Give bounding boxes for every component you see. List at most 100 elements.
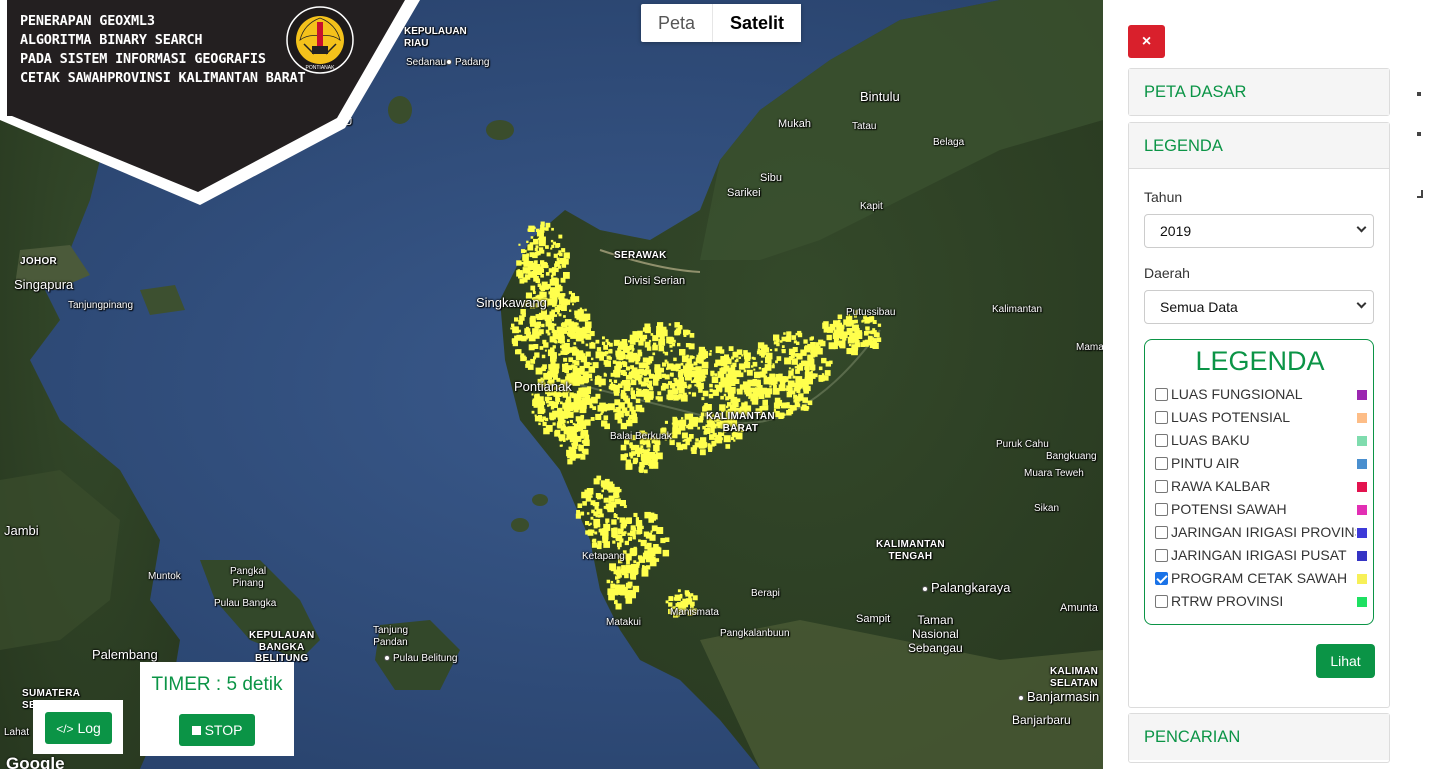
tahun-select-value: 2019	[1160, 223, 1192, 239]
fullscreen-icon[interactable]	[1417, 190, 1423, 198]
legend-checkbox[interactable]	[1155, 434, 1168, 447]
place-palangkaraya: Palangkaraya	[922, 580, 1011, 596]
place-manismata: Manismata	[670, 607, 719, 618]
place-kalimantan-tengah: KALIMANTAN TENGAH	[876, 539, 945, 562]
title-line-4: CETAK SAWAHPROVINSI KALIMANTAN BARAT	[20, 70, 306, 86]
place-pangkal-pinang: Pangkal Pinang	[230, 566, 267, 589]
legend-color-swatch	[1357, 574, 1367, 584]
place-muntok: Muntok	[148, 571, 181, 582]
legend-color-swatch	[1357, 505, 1367, 515]
legend-title: LEGENDA	[1195, 346, 1325, 376]
place-matakui: Matakui	[606, 617, 642, 628]
place-singapura: Singapura	[14, 277, 74, 292]
place-palembang: Palembang	[92, 647, 158, 662]
timer-text: TIMER : 5 detik	[151, 674, 283, 695]
accordion-header-pencarian[interactable]: PENCARIAN	[1129, 714, 1389, 760]
legend-item: PROGRAM CETAK SAWAH	[1155, 570, 1370, 593]
legend-checkbox[interactable]	[1155, 411, 1168, 424]
legend-item: JARINGAN IRIGASI PROVINSI	[1155, 524, 1370, 547]
daerah-label: Daerah	[1144, 265, 1190, 281]
daerah-select[interactable]: Semua Data	[1144, 290, 1374, 324]
stop-square-icon	[191, 726, 201, 735]
map-controls-strip	[1415, 0, 1437, 769]
place-bintulu: Bintulu	[860, 89, 900, 104]
place-sikan: Sikan	[1034, 503, 1060, 514]
title-line-2: ALGORITMA BINARY SEARCH	[20, 32, 203, 48]
place-mukah: Mukah	[778, 118, 812, 130]
lihat-button[interactable]: Lihat	[1316, 644, 1375, 678]
timer-panel: TIMER : 5 detik STOP	[140, 662, 294, 756]
place-kapit: Kapit	[860, 201, 883, 212]
place-sarikei: Sarikei	[727, 187, 761, 199]
legend-item-label: LUAS POTENSIAL	[1171, 409, 1291, 425]
place-amuntai: Amunta	[1060, 602, 1098, 614]
zoom-control-icon[interactable]	[1417, 92, 1421, 96]
title-line-3: PADA SISTEM INFORMASI GEOGRAFIS	[20, 51, 266, 67]
legend-item-label: JARINGAN IRIGASI PROVINSI	[1171, 524, 1356, 540]
place-kepulauan-riau: KEPULAUAN RIAU	[404, 26, 467, 49]
place-tatau: Tatau	[852, 121, 877, 132]
log-panel: </> Log	[33, 700, 123, 754]
accordion-header-legenda[interactable]: LEGENDA	[1129, 123, 1389, 169]
close-panel-button[interactable]: ×	[1128, 25, 1165, 58]
place-putussibau: Putussibau	[846, 307, 896, 318]
legend-checkbox[interactable]	[1155, 503, 1168, 516]
legend-checkbox[interactable]	[1155, 526, 1168, 539]
google-logo[interactable]: Google	[6, 754, 65, 769]
place-pulau-belitung: Pulau Belitung	[384, 653, 458, 665]
place-kalimantan: Kalimantan	[992, 304, 1043, 315]
legend-checkbox[interactable]	[1155, 572, 1168, 585]
legend-item: JARINGAN IRIGASI PUSAT	[1155, 547, 1370, 570]
legend-item-label: POTENSI SAWAH	[1171, 501, 1287, 517]
legend-item-label: PINTU AIR	[1171, 455, 1240, 471]
place-sibu: Sibu	[760, 172, 783, 184]
place-johor: JOHOR	[20, 256, 58, 267]
place-mama: Mama	[1076, 342, 1104, 353]
map-type-peta-button[interactable]: Peta	[658, 13, 696, 33]
place-serawak: SERAWAK	[614, 250, 667, 261]
chevron-down-icon	[1356, 298, 1367, 309]
legend-checkbox[interactable]	[1155, 388, 1168, 401]
place-ketapang: Ketapang	[582, 551, 625, 562]
legend-item-label: RTRW PROVINSI	[1171, 593, 1284, 609]
legend-item: RTRW PROVINSI	[1155, 593, 1370, 616]
place-riau-fragment: U	[345, 117, 353, 128]
legend-checkbox[interactable]	[1155, 457, 1168, 470]
place-kepulauan-bangka-belitung: KEPULAUAN BANGKA BELITUNG	[249, 630, 315, 664]
accordion-legenda: LEGENDA Tahun 2019 Daerah Semua Data LEG…	[1128, 122, 1390, 708]
log-button[interactable]: </> Log	[45, 712, 112, 744]
side-panel: × PETA DASAR LEGENDA Tahun 2019 Daerah S…	[1103, 0, 1415, 769]
legend-item: POTENSI SAWAH	[1155, 501, 1370, 524]
tahun-select[interactable]: 2019	[1144, 214, 1374, 248]
legend-box: LEGENDA LUAS FUNGSIONAL LUAS POTENSIAL LUA…	[1144, 339, 1374, 625]
place-tanjungpinang: Tanjungpinang	[68, 300, 134, 311]
place-bangkuang: Bangkuang	[1046, 451, 1097, 462]
accordion-header-peta-dasar[interactable]: PETA DASAR	[1129, 69, 1389, 115]
legend-color-swatch	[1357, 482, 1367, 492]
place-jambi: Jambi	[4, 523, 39, 538]
legend-color-swatch	[1357, 413, 1367, 423]
legend-checkbox[interactable]	[1155, 480, 1168, 493]
place-padang: Padang	[446, 57, 489, 69]
pegman-icon[interactable]	[1417, 132, 1421, 136]
legend-checkbox[interactable]	[1155, 595, 1168, 608]
map-type-satelit-button[interactable]: Satelit	[712, 4, 802, 42]
code-icon: </>	[56, 722, 74, 736]
log-button-label: Log	[77, 720, 101, 736]
legend-color-swatch	[1357, 597, 1367, 607]
legend-checkbox[interactable]	[1155, 549, 1168, 562]
legend-color-swatch	[1357, 390, 1367, 400]
legend-item-label: RAWA KALBAR	[1171, 478, 1271, 494]
legend-color-swatch	[1357, 436, 1367, 446]
legend-color-swatch	[1357, 459, 1367, 469]
place-belaga: Belaga	[933, 137, 965, 148]
title-line-1: PENERAPAN GEOXML3	[20, 13, 155, 29]
legend-item: LUAS POTENSIAL	[1155, 409, 1370, 432]
place-lahat: Lahat	[4, 727, 30, 738]
close-icon: ×	[1141, 33, 1152, 50]
place-banjarmasin: Banjarmasin	[1018, 689, 1099, 705]
stop-button[interactable]: STOP	[179, 714, 255, 746]
legend-item: LUAS BAKU	[1155, 432, 1370, 455]
place-muara-teweh: Muara Teweh	[1024, 468, 1084, 479]
